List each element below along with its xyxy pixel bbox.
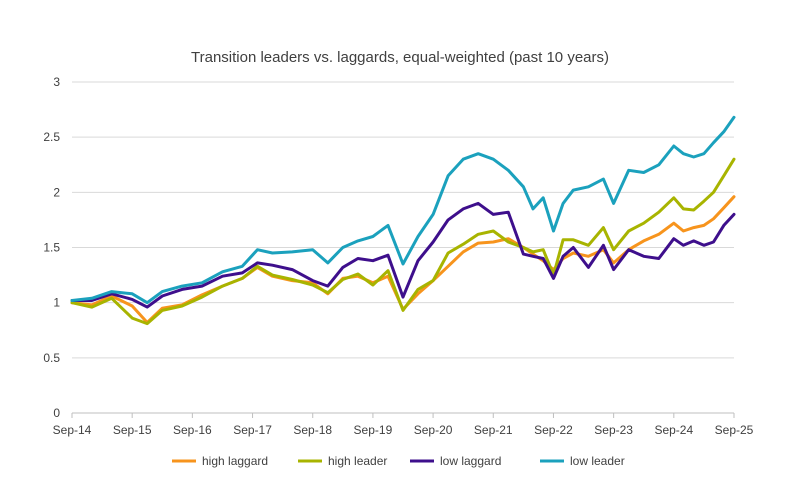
y-tick-label: 0.5 [43, 351, 60, 365]
legend: high laggard high leader low laggard low le… [172, 454, 625, 468]
y-tick-label: 3 [53, 75, 60, 89]
x-tick-label: Sep-21 [474, 423, 513, 437]
y-tick-label: 0 [53, 406, 60, 420]
legend-label: low leader [570, 454, 625, 468]
chart-title: Transition leaders vs. laggards, equal-w… [191, 49, 609, 66]
x-tick-label: Sep-14 [53, 423, 92, 437]
x-tick-label: Sep-18 [293, 423, 332, 437]
x-tick-label: Sep-17 [233, 423, 272, 437]
series-line-high-leader [70, 157, 736, 326]
x-tick-label: Sep-20 [414, 423, 453, 437]
y-tick-label: 2 [53, 185, 60, 199]
x-tick-label: Sep-19 [354, 423, 393, 437]
legend-label: low laggard [440, 454, 501, 468]
x-tick-label: Sep-25 [715, 423, 754, 437]
y-axis-ticks: 0 0.5 1 1.5 2 2.5 3 [43, 75, 60, 420]
gridlines [72, 81, 734, 414]
x-tick-label: Sep-15 [113, 423, 152, 437]
y-tick-label: 2.5 [43, 130, 60, 144]
series-line-low-leader [70, 115, 736, 305]
series-line-high-laggard [70, 195, 736, 324]
x-tick-label: Sep-24 [654, 423, 693, 437]
series-lines [70, 115, 736, 326]
legend-label: high leader [328, 454, 387, 468]
y-tick-label: 1.5 [43, 241, 60, 255]
x-tick-label: Sep-16 [173, 423, 212, 437]
series-line-low-laggard [70, 201, 736, 309]
x-tick-label: Sep-22 [534, 423, 573, 437]
legend-label: high laggard [202, 454, 268, 468]
x-axis-ticks: Sep-14 Sep-15 Sep-16 Sep-17 Sep-18 Sep-19 Sep-… [53, 413, 754, 437]
x-tick-label: Sep-23 [594, 423, 633, 437]
y-tick-label: 1 [53, 296, 60, 310]
